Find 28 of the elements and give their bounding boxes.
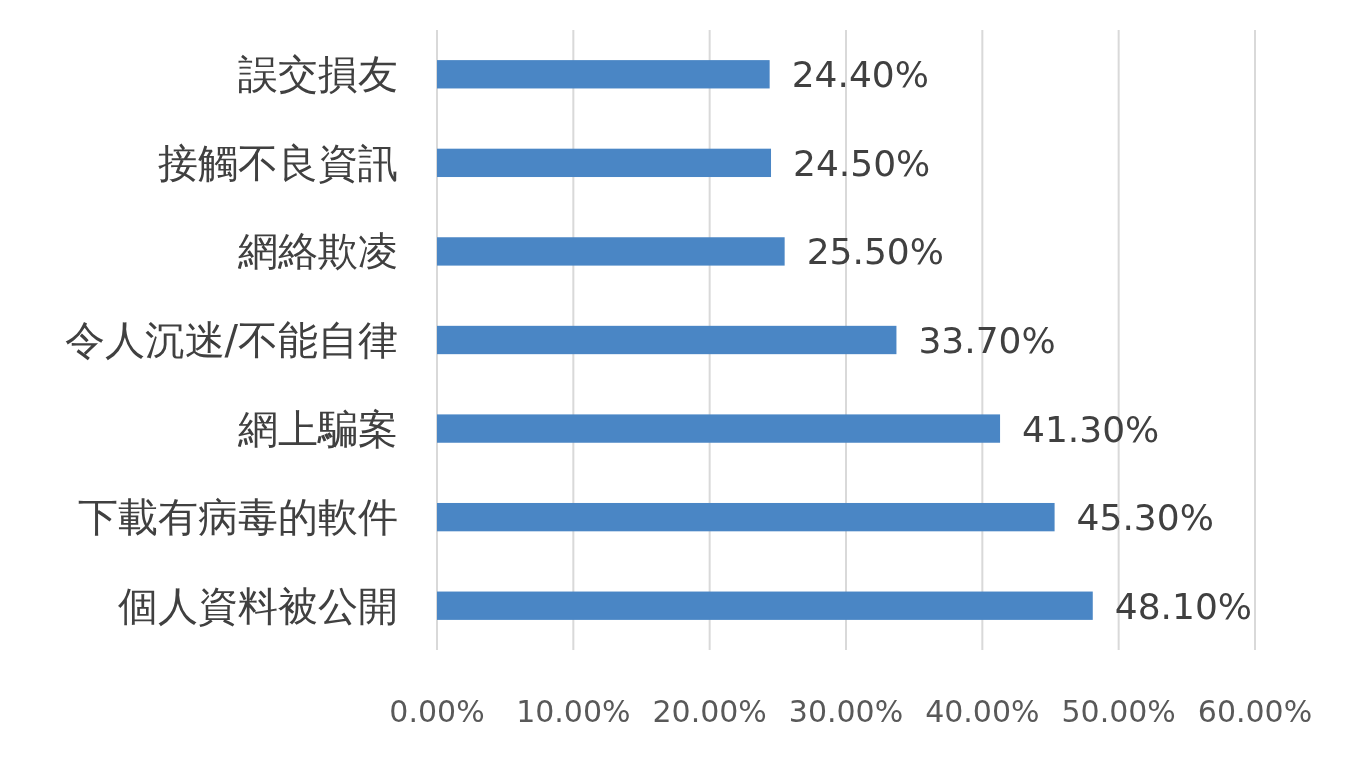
bar	[437, 237, 785, 266]
x-tick-label: 40.00%	[925, 694, 1040, 729]
x-tick-label: 10.00%	[516, 694, 631, 729]
data-label: 48.10%	[1114, 585, 1253, 627]
x-tick-label: 0.00%	[389, 694, 485, 729]
y-tick-label: 誤交損友	[238, 51, 398, 98]
data-label: 41.30%	[1022, 408, 1160, 450]
data-label: 45.30%	[1076, 497, 1214, 539]
bar	[437, 148, 772, 178]
y-tick-label: 接觸不良資訊	[158, 139, 398, 186]
bar	[437, 60, 770, 89]
y-tick-label: 下載有病毒的軟件	[78, 494, 398, 541]
x-tick-label: 50.00%	[1061, 694, 1176, 729]
bar	[437, 591, 1093, 620]
bar	[437, 502, 1055, 532]
x-tick-label: 60.00%	[1197, 694, 1313, 729]
data-label: 24.40%	[791, 54, 929, 96]
data-label: 25.50%	[806, 231, 944, 273]
x-tick-label: 20.00%	[652, 694, 767, 729]
bar	[437, 414, 1001, 443]
y-tick-label: 網上騙案	[237, 405, 398, 452]
data-label: 24.50%	[793, 142, 931, 184]
data-label: 33.70%	[918, 320, 1056, 361]
x-tick-label: 30.00%	[788, 694, 904, 729]
bar	[437, 325, 897, 355]
y-tick-label: 網絡欺凌	[237, 228, 398, 275]
y-tick-label: 令人沉迷/不能自律	[64, 317, 398, 363]
y-tick-label: 個人資料被公開	[118, 582, 398, 629]
